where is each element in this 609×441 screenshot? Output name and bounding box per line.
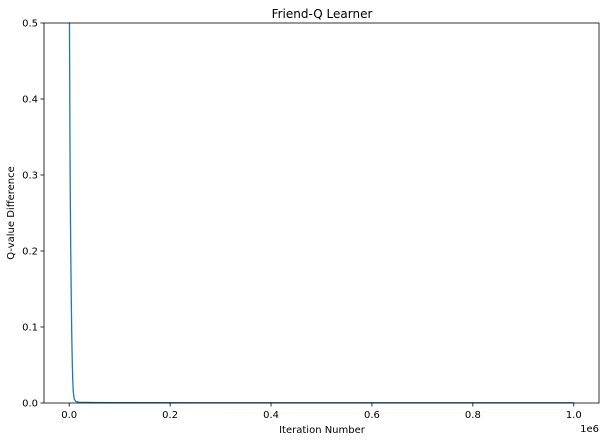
x-tick-label: 0.0 (61, 410, 77, 421)
x-tick-label: 1.0 (566, 410, 582, 421)
y-axis-label: Q-value Difference (6, 166, 17, 260)
x-axis-label: Iteration Number (279, 425, 366, 436)
x-tick-label: 0.8 (465, 410, 481, 421)
chart-title: Friend-Q Learner (272, 7, 373, 21)
x-tick-label: 0.2 (162, 410, 178, 421)
y-tick-label: 0.1 (22, 323, 38, 334)
y-tick-label: 0.0 (22, 399, 38, 410)
y-tick-label: 0.3 (22, 171, 38, 182)
y-axis-ticks: 0.0 0.1 0.2 0.3 0.4 0.5 (22, 19, 44, 410)
y-tick-label: 0.5 (22, 19, 38, 30)
plot-frame (43, 22, 600, 404)
y-tick-label: 0.2 (22, 247, 38, 258)
y-tick-label: 0.4 (22, 95, 38, 106)
x-axis-offset-label: 1e6 (580, 424, 599, 435)
x-tick-label: 0.4 (263, 410, 279, 421)
x-tick-label: 0.6 (364, 410, 380, 421)
x-axis-ticks: 0.0 0.2 0.4 0.6 0.8 1.0 (61, 403, 582, 421)
